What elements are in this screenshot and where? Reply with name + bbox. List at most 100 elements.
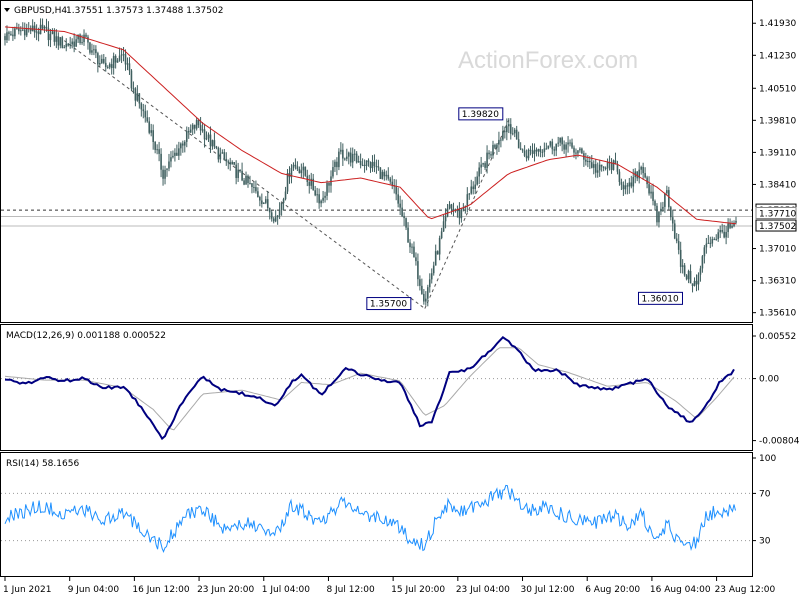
candle-body bbox=[695, 280, 698, 285]
collapse-triangle-icon[interactable] bbox=[4, 8, 10, 12]
candle-body bbox=[209, 134, 212, 147]
candle-154 bbox=[308, 174, 311, 194]
candle-91 bbox=[183, 140, 186, 153]
candle-56 bbox=[114, 54, 117, 69]
candle-body bbox=[369, 162, 372, 169]
candle-body bbox=[498, 139, 500, 145]
candle-body bbox=[565, 144, 567, 150]
macd-axis: 0.00552 0.00 -0.00804 bbox=[1, 332, 800, 447]
candle-68 bbox=[138, 93, 141, 109]
candle-body bbox=[134, 88, 137, 101]
price-header-ohlc: 1.37551 1.37573 1.37488 1.37502 bbox=[66, 6, 223, 16]
candle-109 bbox=[219, 147, 222, 164]
time-axis: 1 Jun 2021 9 Jun 04:00 16 Jun 12:00 23 Jun … bbox=[3, 577, 776, 595]
rsi-tick-label-1: 70 bbox=[759, 489, 771, 499]
candle-356 bbox=[707, 234, 710, 244]
candle-body bbox=[628, 182, 631, 187]
candle-body bbox=[73, 41, 75, 47]
candle-34 bbox=[71, 38, 73, 49]
candle-body bbox=[571, 142, 573, 148]
candle-body bbox=[166, 168, 168, 170]
candle-body bbox=[395, 186, 397, 195]
candle-236 bbox=[470, 179, 473, 195]
candle-body bbox=[507, 124, 510, 127]
candle-57 bbox=[116, 58, 119, 63]
candle-58 bbox=[118, 47, 121, 62]
candle-body bbox=[120, 54, 123, 56]
candle-body bbox=[367, 160, 370, 163]
candle-222 bbox=[442, 214, 445, 232]
candle-174 bbox=[347, 151, 350, 165]
candle-290 bbox=[577, 150, 579, 158]
candle-253 bbox=[504, 126, 506, 139]
candle-203 bbox=[405, 217, 407, 231]
candle-317 bbox=[630, 175, 633, 189]
candle-13 bbox=[29, 25, 32, 35]
candle-94 bbox=[189, 124, 192, 133]
candle-body bbox=[670, 207, 672, 218]
candle-66 bbox=[134, 87, 137, 107]
candle-329 bbox=[654, 199, 656, 211]
candle-260 bbox=[517, 131, 520, 149]
candle-164 bbox=[328, 181, 330, 193]
candle-body bbox=[138, 93, 141, 104]
candle-175 bbox=[349, 147, 352, 167]
candle-158 bbox=[316, 187, 318, 203]
candle-body bbox=[551, 141, 554, 150]
candle-51 bbox=[104, 56, 107, 72]
candle-184 bbox=[367, 158, 370, 167]
candle-body bbox=[569, 142, 571, 144]
candle-3 bbox=[10, 31, 12, 36]
candle-body bbox=[440, 231, 443, 239]
candle-body bbox=[648, 184, 650, 194]
candle-32 bbox=[67, 43, 70, 47]
time-tick-label-10: 16 Aug 04:00 bbox=[650, 585, 711, 595]
candle-7 bbox=[18, 23, 20, 35]
candle-93 bbox=[187, 127, 190, 139]
candle-148 bbox=[296, 161, 299, 172]
candle-173 bbox=[345, 148, 348, 162]
candle-body bbox=[527, 149, 530, 159]
macd-signal-line bbox=[4, 347, 735, 431]
candle-136 bbox=[272, 217, 275, 224]
candle-body bbox=[23, 29, 26, 36]
rsi-axis: 100 70 30 bbox=[1, 454, 776, 547]
candle-body bbox=[284, 191, 287, 200]
candle-278 bbox=[553, 146, 556, 157]
candle-body bbox=[413, 246, 415, 258]
candle-201 bbox=[401, 199, 403, 218]
candle-338 bbox=[671, 209, 674, 232]
candle-body bbox=[658, 211, 660, 223]
candle-84 bbox=[170, 151, 172, 168]
candle-body bbox=[193, 124, 196, 129]
candle-340 bbox=[675, 233, 678, 244]
moving-average bbox=[4, 26, 737, 225]
time-tick-label-11: 23 Aug 12:00 bbox=[715, 585, 776, 595]
candle-327 bbox=[650, 185, 652, 199]
candle-209 bbox=[417, 253, 419, 287]
candle-331 bbox=[658, 211, 660, 228]
candle-186 bbox=[371, 155, 374, 172]
candle-body bbox=[436, 251, 439, 255]
candle-body bbox=[213, 140, 216, 147]
candle-body bbox=[294, 164, 297, 167]
candle-270 bbox=[537, 148, 540, 157]
candle-97 bbox=[195, 117, 198, 131]
candle-body bbox=[158, 149, 160, 154]
candle-82 bbox=[166, 168, 168, 177]
candle-body bbox=[340, 149, 342, 152]
candle-227 bbox=[452, 202, 455, 217]
candle-body bbox=[130, 70, 133, 89]
candle-46 bbox=[95, 45, 97, 59]
candle-370 bbox=[735, 216, 737, 225]
candle-body bbox=[719, 230, 721, 233]
candle-body bbox=[93, 49, 95, 51]
candle-114 bbox=[229, 157, 232, 171]
candle-body bbox=[500, 139, 502, 141]
candle-162 bbox=[324, 191, 326, 203]
candle-33 bbox=[69, 36, 71, 49]
candle-body bbox=[326, 182, 328, 196]
candle-99 bbox=[199, 116, 202, 136]
candle-body bbox=[253, 187, 255, 189]
price-tick-label-7: 1.36310 bbox=[759, 277, 796, 287]
